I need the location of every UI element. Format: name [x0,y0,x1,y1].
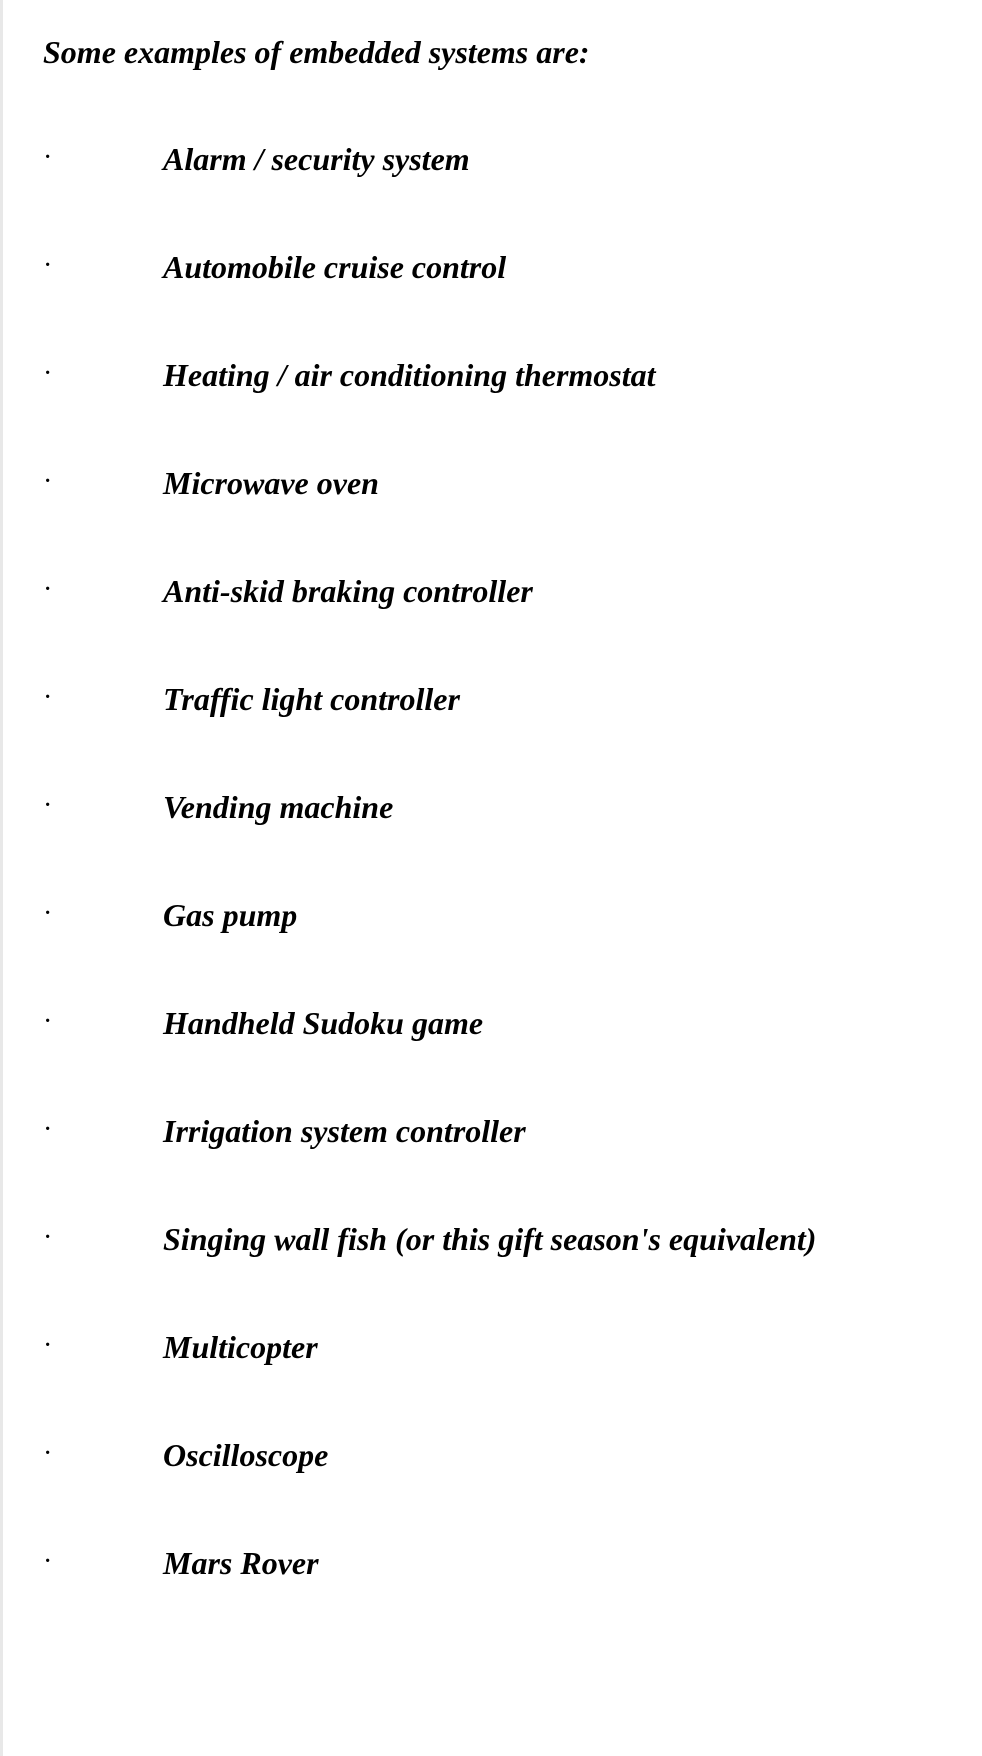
list-item: · Irrigation system controller [43,1107,942,1155]
list-item-text: Irrigation system controller [163,1107,942,1155]
list-item: · Oscilloscope [43,1431,942,1479]
bullet-icon: · [43,459,163,503]
list-item-text: Automobile cruise control [163,243,942,291]
bullet-icon: · [43,135,163,179]
list-item-text: Vending machine [163,783,942,831]
list-item-text: Mars Rover [163,1539,942,1587]
list-item: · Automobile cruise control [43,243,942,291]
bullet-icon: · [43,1215,163,1259]
examples-list: · Alarm / security system · Automobile c… [43,135,942,1587]
list-item-text: Handheld Sudoku game [163,999,942,1047]
bullet-icon: · [43,675,163,719]
bullet-icon: · [43,891,163,935]
list-item: · Mars Rover [43,1539,942,1587]
bullet-icon: · [43,243,163,287]
bullet-icon: · [43,1431,163,1475]
bullet-icon: · [43,567,163,611]
bullet-icon: · [43,1323,163,1367]
list-item-text: Heating / air conditioning thermostat [163,351,942,399]
list-item: · Singing wall fish (or this gift season… [43,1215,942,1263]
list-item-text: Oscilloscope [163,1431,942,1479]
list-item: · Traffic light controller [43,675,942,723]
list-item: · Handheld Sudoku game [43,999,942,1047]
list-item: · Heating / air conditioning thermostat [43,351,942,399]
list-item-text: Traffic light controller [163,675,942,723]
list-item-text: Multicopter [163,1323,942,1371]
list-item: · Alarm / security system [43,135,942,183]
list-item-text: Singing wall fish (or this gift season's… [163,1215,942,1263]
page-heading: Some examples of embedded systems are: [43,30,942,75]
list-item-text: Gas pump [163,891,942,939]
list-item: · Microwave oven [43,459,942,507]
list-item-text: Microwave oven [163,459,942,507]
list-item: · Vending machine [43,783,942,831]
list-item: · Gas pump [43,891,942,939]
bullet-icon: · [43,1107,163,1151]
bullet-icon: · [43,351,163,395]
bullet-icon: · [43,1539,163,1583]
bullet-icon: · [43,783,163,827]
list-item-text: Anti-skid braking controller [163,567,942,615]
list-item: · Multicopter [43,1323,942,1371]
list-item-text: Alarm / security system [163,135,942,183]
list-item: · Anti-skid braking controller [43,567,942,615]
bullet-icon: · [43,999,163,1043]
